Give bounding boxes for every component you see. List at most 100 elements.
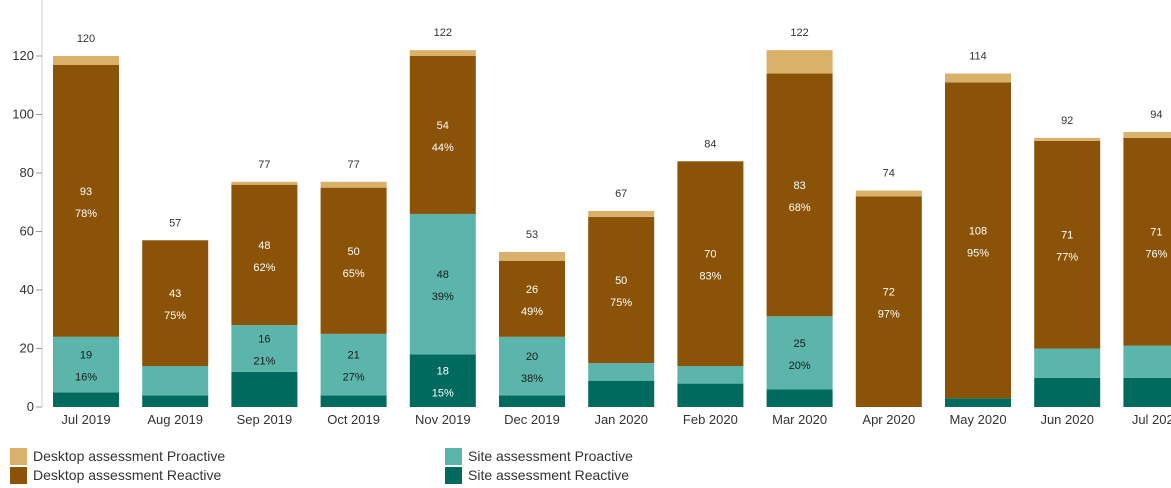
segment-value-label: 70	[704, 249, 716, 261]
y-tick-label: 20	[20, 341, 34, 356]
x-tick-label: Aug 2019	[147, 412, 203, 427]
y-tick-label: 40	[20, 282, 34, 297]
x-tick-label: Jul 2019	[61, 412, 110, 427]
bar-total-label: 94	[1150, 109, 1162, 121]
bar-segment	[1123, 345, 1171, 378]
bar-segment	[320, 395, 387, 407]
legend-item: Desktop assessment Reactive	[10, 465, 221, 485]
legend-item: Site assessment Proactive	[445, 446, 633, 466]
bar-segment	[53, 392, 119, 407]
segment-percent-label: 95%	[967, 247, 989, 259]
x-tick-label: Sep 2019	[237, 412, 293, 427]
bar-segment	[53, 336, 119, 393]
segment-value-label: 21	[347, 350, 359, 362]
x-tick-label: Jan 2020	[594, 412, 648, 427]
segment-value-label: 71	[1150, 227, 1162, 239]
bar-segment	[1123, 377, 1171, 407]
segment-percent-label: 27%	[343, 372, 365, 384]
bar-segment	[1034, 348, 1101, 378]
segment-percent-label: 77%	[1056, 252, 1078, 264]
bar-total-label: 77	[347, 159, 359, 171]
x-axis: Jul 2019 Aug 2019 Sep 2019 Oct 2019 Nov 2019…	[61, 412, 1171, 427]
bar-segment	[766, 389, 833, 407]
x-tick-label: Nov 2019	[415, 412, 471, 427]
bar-segment	[945, 82, 1011, 399]
y-tick-label: 0	[27, 399, 34, 414]
x-tick-label: Mar 2020	[772, 412, 827, 427]
bars	[53, 50, 1171, 407]
bar-segment	[766, 316, 833, 390]
bar-segment	[231, 184, 298, 326]
segment-value-label: 83	[793, 180, 805, 192]
legend-label: Desktop assessment Reactive	[33, 467, 222, 483]
segment-percent-label: 21%	[253, 356, 275, 368]
bar-segment	[677, 161, 744, 367]
segment-value-label: 20	[526, 351, 538, 363]
legend-swatch	[10, 466, 27, 484]
bar-segment	[409, 213, 476, 355]
bar-segment	[677, 383, 744, 407]
legend: Desktop assessment Proactive Site assessm…	[10, 446, 1160, 486]
bar-total-label: 92	[1061, 115, 1073, 127]
bar-segment	[766, 50, 833, 74]
bar-segment	[588, 211, 655, 217]
bar-segment	[1123, 132, 1171, 138]
bar-segment	[499, 336, 565, 396]
bar-segment	[588, 380, 655, 407]
segment-value-label: 43	[169, 288, 181, 300]
y-tick-label: 100	[12, 107, 34, 122]
bar-total-label: 67	[615, 188, 627, 200]
y-axis: 0 20 40 60 80 100 120	[12, 0, 43, 414]
segment-value-label: 48	[437, 269, 449, 281]
y-tick-label: 80	[20, 165, 34, 180]
segment-value-label: 50	[615, 275, 627, 287]
bar-segment	[231, 181, 298, 185]
bar-segment	[766, 73, 833, 317]
bar-segment	[499, 260, 565, 337]
bar-total-label: 84	[704, 138, 716, 150]
segment-value-label: 19	[80, 350, 92, 362]
segment-value-label: 18	[437, 366, 449, 378]
segment-percent-label: 16%	[75, 372, 97, 384]
segment-percent-label: 39%	[432, 291, 454, 303]
segment-value-label: 93	[80, 186, 92, 198]
bar-segment	[855, 190, 922, 197]
bar-segment	[945, 73, 1011, 83]
segment-percent-label: 15%	[432, 388, 454, 400]
segment-percent-label: 76%	[1145, 249, 1167, 261]
bar-segment	[499, 251, 565, 261]
segment-percent-label: 20%	[789, 360, 811, 372]
segment-value-label: 72	[883, 287, 895, 299]
segment-percent-label: 49%	[521, 306, 543, 318]
legend-label: Site assessment Proactive	[468, 448, 633, 464]
legend-item: Site assessment Reactive	[445, 465, 629, 485]
segment-percent-label: 97%	[878, 309, 900, 321]
bar-total-label: 122	[790, 27, 808, 39]
bar-segment	[499, 395, 565, 407]
legend-item: Desktop assessment Proactive	[10, 446, 225, 466]
bar-segment	[588, 216, 655, 364]
bar-segment	[409, 354, 476, 407]
bar-total-label: 57	[169, 217, 181, 229]
x-tick-label: May 2020	[949, 412, 1006, 427]
bar-segment	[142, 240, 209, 367]
legend-label: Desktop assessment Proactive	[33, 448, 226, 464]
bar-segment	[409, 56, 476, 214]
x-tick-label: Feb 2020	[683, 412, 738, 427]
segment-percent-label: 78%	[75, 208, 97, 220]
total-labels: 120 57 77 77 122 53 67 84 122 74 114 92 94	[77, 27, 1163, 241]
y-tick-label: 120	[12, 48, 34, 63]
bar-segment	[231, 371, 298, 407]
segment-value-label: 16	[258, 334, 270, 346]
y-tick-label: 60	[20, 224, 34, 239]
bar-segment	[320, 181, 387, 188]
bar-total-label: 74	[883, 168, 895, 180]
legend-swatch	[445, 466, 462, 484]
segment-percent-label: 75%	[164, 310, 186, 322]
x-tick-label: Dec 2019	[504, 412, 560, 427]
bar-total-label: 53	[526, 229, 538, 241]
segment-percent-label: 44%	[432, 142, 454, 154]
bar-segment	[142, 366, 209, 396]
segment-value-label: 50	[347, 246, 359, 258]
stacked-bar-chart: 0 20 40 60 80 100 120 19 16% 93 78% 43 75% 16 21% 48 62…	[12, 0, 1171, 427]
